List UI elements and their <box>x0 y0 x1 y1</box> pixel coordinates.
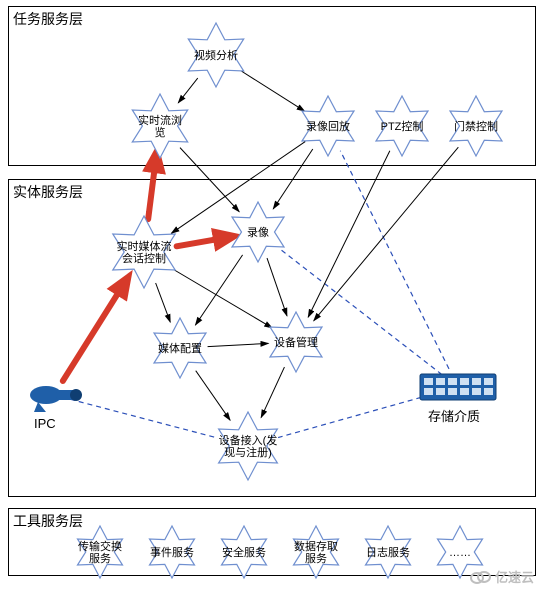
star-security-label: 安全服务 <box>222 545 266 559</box>
edge-video_analysis-playback <box>241 71 305 111</box>
star-dev_mgmt-label: 设备管理 <box>274 335 318 349</box>
diagram-canvas: 视频分析实时流浏览录像回放PTZ控制门禁控制实时媒体流会话控制录像媒体配置设备管… <box>0 0 542 592</box>
edge-door-dev_mgmt <box>314 147 459 321</box>
star-playback-label: 录像回放 <box>306 119 350 133</box>
edge-session_ctrl-media_cfg <box>156 283 171 322</box>
storage-icon <box>420 374 496 400</box>
star-media_cfg-label: 媒体配置 <box>158 341 202 355</box>
ipc-label: IPC <box>34 416 56 431</box>
star-door-label: 门禁控制 <box>454 119 498 133</box>
edge-playback-record <box>273 149 313 209</box>
stars: 视频分析实时流浏览录像回放PTZ控制门禁控制实时媒体流会话控制录像媒体配置设备管… <box>78 23 503 578</box>
edge-session_ctrl-dev_mgmt <box>172 269 272 328</box>
star-video_analysis-label: 视频分析 <box>194 48 238 62</box>
watermark-text: 亿速云 <box>495 567 534 586</box>
dash-storage-dev_access <box>278 392 438 437</box>
ipc-icon <box>30 386 82 412</box>
star-session_ctrl-label: 实时媒体流会话控制 <box>117 239 172 265</box>
star-ptz-label: PTZ控制 <box>381 119 424 133</box>
edge-record-media_cfg <box>195 255 242 325</box>
edge-media_cfg-dev_mgmt <box>208 343 269 346</box>
red-ipc-session_ctrl <box>63 280 127 381</box>
star-log-label: 日志服务 <box>366 546 410 559</box>
edge-ptz-dev_mgmt <box>308 151 390 317</box>
edge-record-dev_mgmt <box>267 258 287 316</box>
star-event-label: 事件服务 <box>150 546 194 559</box>
dash-ipc-dev_access <box>70 399 218 438</box>
star-etc-label: …… <box>449 547 471 559</box>
watermark: 亿速云 <box>469 567 534 586</box>
edge-dev_mgmt-dev_access <box>261 367 284 418</box>
devices <box>30 374 496 412</box>
red-session_ctrl-record <box>177 237 231 247</box>
edge-media_cfg-dev_access <box>196 371 230 421</box>
edge-live_browse-record <box>180 148 239 212</box>
edge-video_analysis-live_browse <box>178 78 198 103</box>
dash-storage-playback <box>340 151 449 369</box>
red-session_ctrl-live_browse <box>148 155 156 219</box>
star-record-label: 录像 <box>247 226 269 239</box>
star-dev_access-label: 设备接入(发现与注册) <box>219 433 278 459</box>
storage-label: 存储介质 <box>428 406 480 425</box>
